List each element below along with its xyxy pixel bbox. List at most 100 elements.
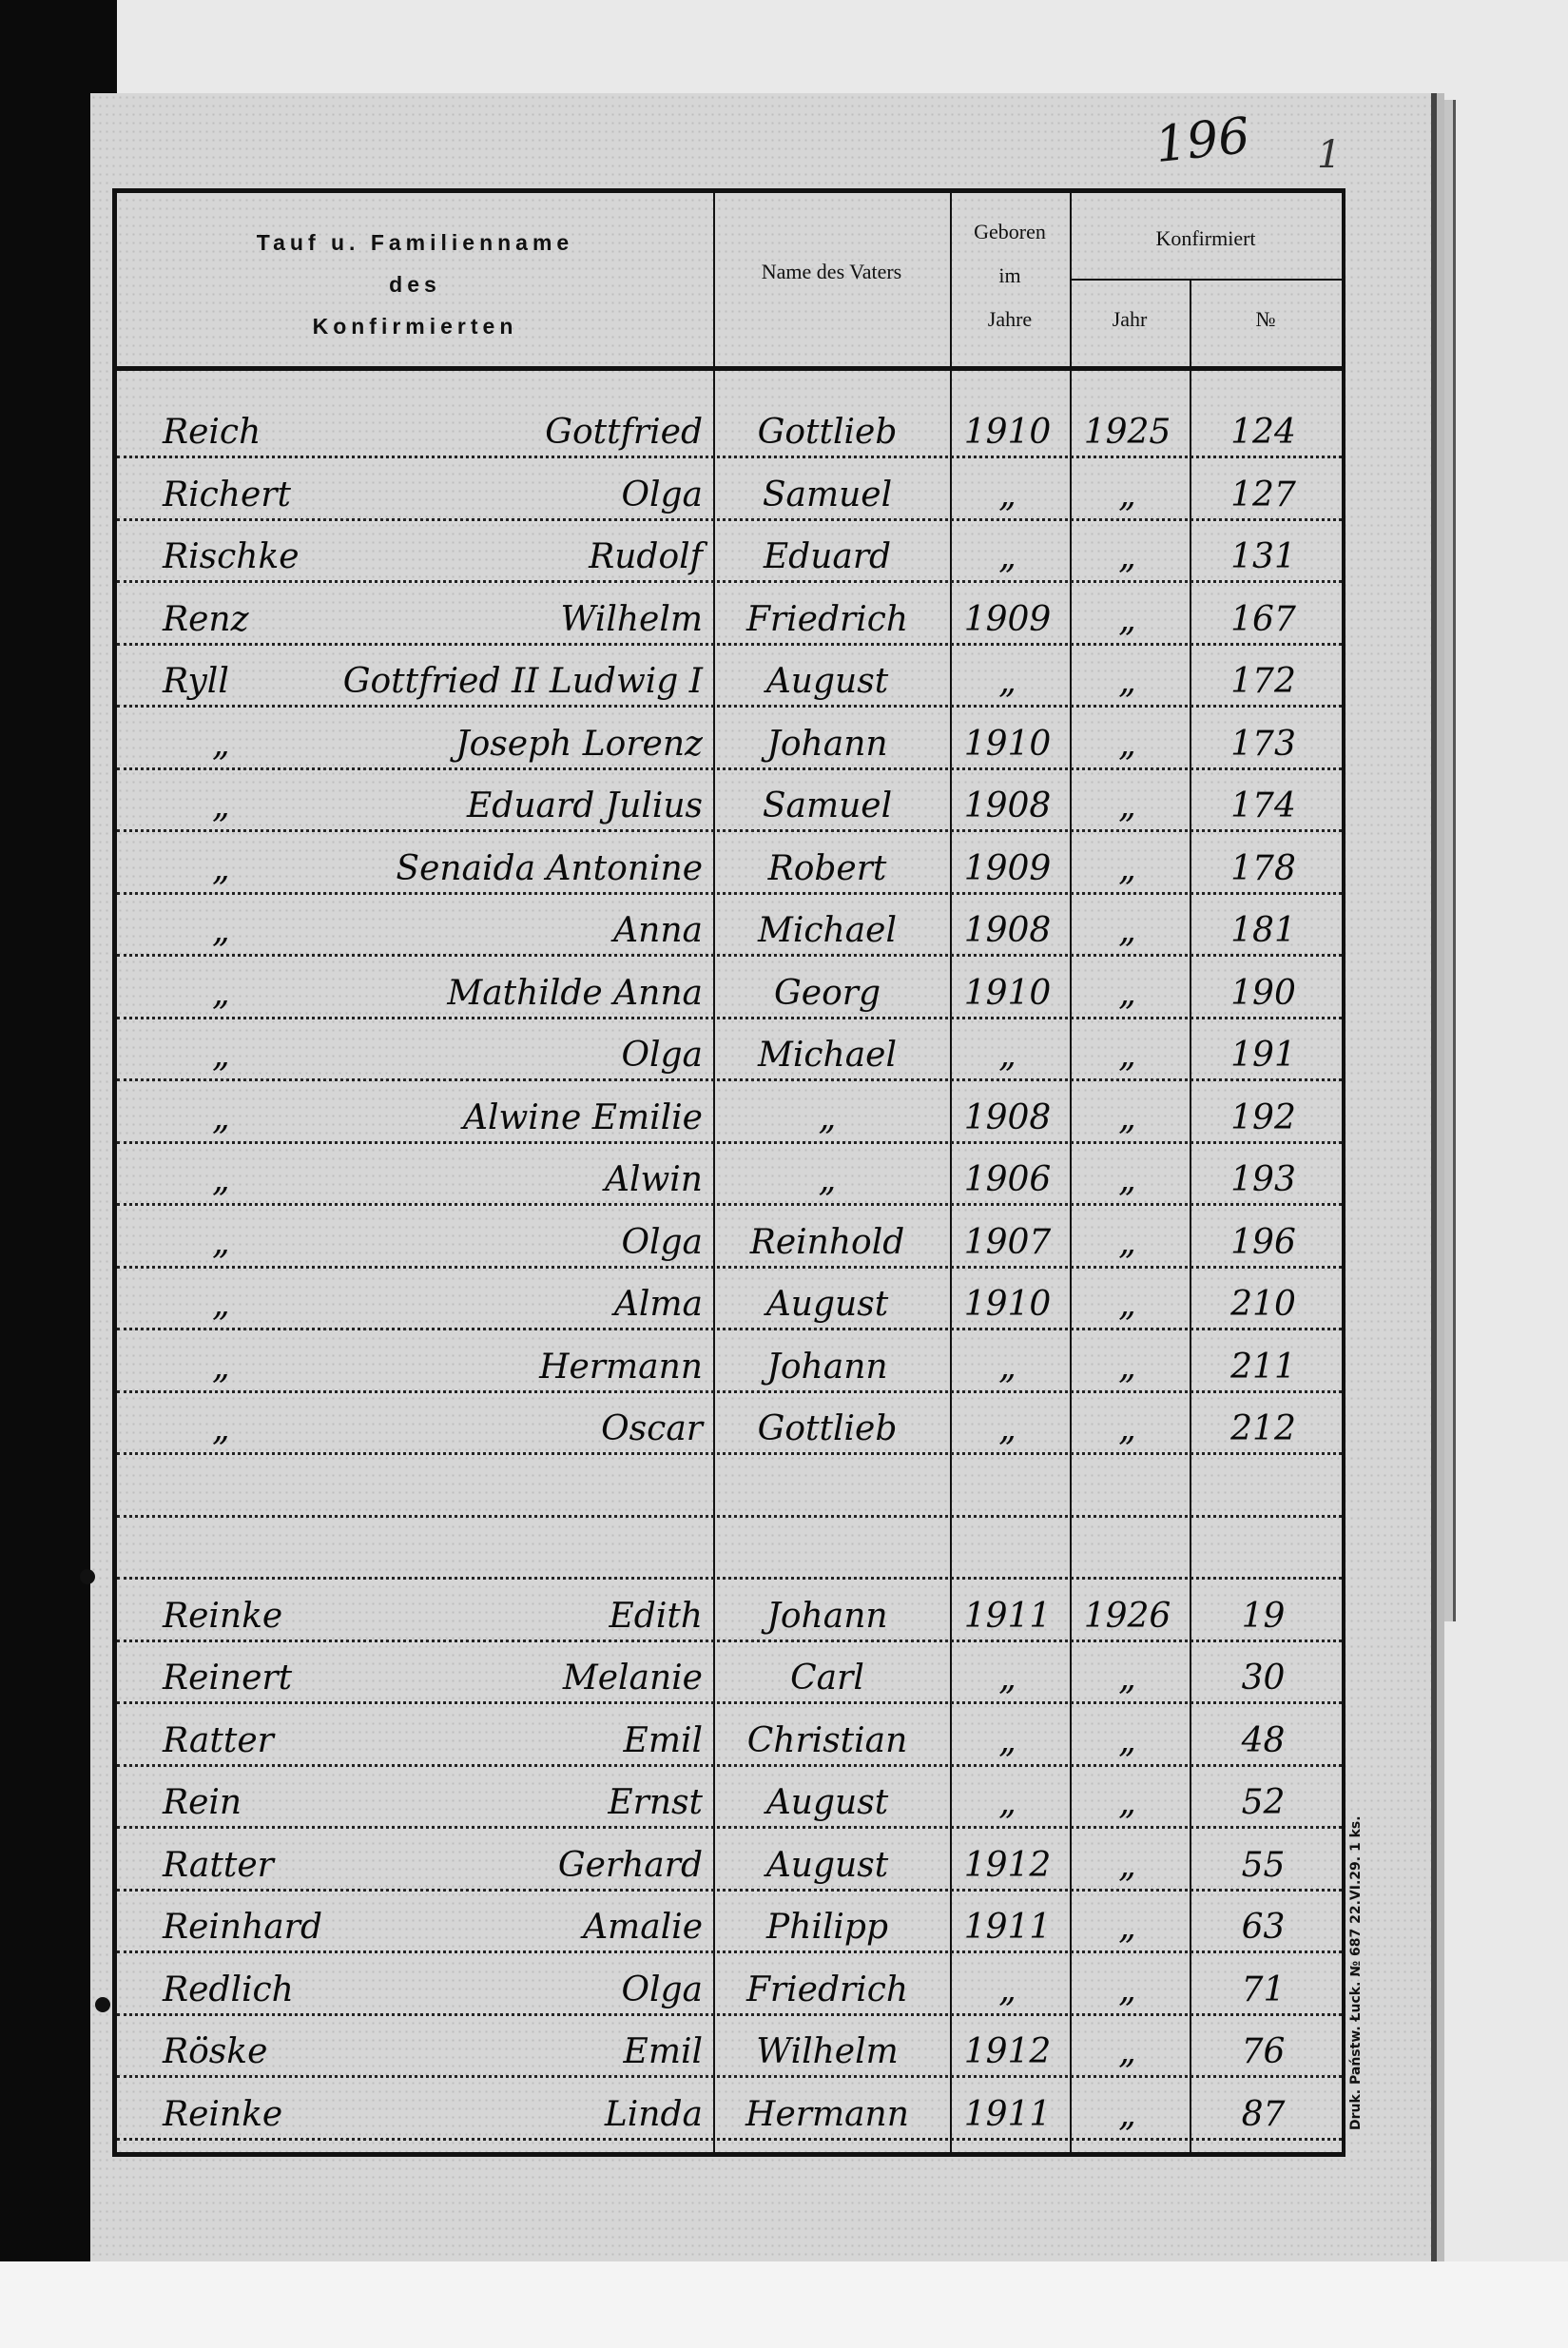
- surname-cell: „: [212, 1409, 230, 1448]
- surname-cell: Reinert: [163, 1659, 293, 1698]
- birth-year-cell: 1910: [963, 973, 1052, 1013]
- father-name-cell: Michael: [757, 911, 897, 950]
- table-row: „ Alwine Emilie „ 1908 „ 192: [117, 1081, 1342, 1144]
- birth-year-cell: 1910: [963, 413, 1052, 452]
- given-name-cell: Hermann: [539, 1347, 703, 1387]
- header-born-line: Geboren: [974, 220, 1046, 243]
- surname-cell: „: [212, 1160, 230, 1199]
- father-name-cell: Hermann: [745, 2094, 909, 2134]
- confirmation-year-cell: „: [1118, 1097, 1136, 1137]
- given-name-cell: Olga: [621, 1970, 703, 2009]
- table-row: „ Mathilde Anna Georg 1910 „ 190: [117, 957, 1342, 1019]
- table-row: Ratter Emil Christian „ „ 48: [117, 1704, 1342, 1767]
- page-number: 196: [1152, 107, 1253, 175]
- birth-year-cell: 1909: [963, 599, 1052, 639]
- father-name-cell: Gottlieb: [757, 413, 898, 452]
- confirmation-register-table: Tauf u. Familienname des Konfirmierten N…: [112, 188, 1345, 2157]
- surname-cell: Redlich: [163, 1970, 294, 2009]
- confirmation-year-cell: „: [1118, 1036, 1136, 1075]
- header-name-line: des: [389, 272, 441, 297]
- father-name-cell: August: [765, 1783, 889, 1822]
- father-name-cell: Christian: [746, 1720, 908, 1760]
- confirmation-year-cell: „: [1118, 1783, 1136, 1822]
- table-row: Ryll Gottfried II Ludwig I August „ „ 172: [117, 645, 1342, 708]
- table-row: Ratter Gerhard August 1912 „ 55: [117, 1829, 1342, 1892]
- father-name-cell: Friedrich: [745, 1970, 909, 2009]
- father-name-cell: Johann: [766, 724, 888, 764]
- surname-cell: Reinke: [163, 2094, 283, 2134]
- table-row: Reinke Linda Hermann 1911 „ 87: [117, 2078, 1342, 2141]
- header-name-of-confirmed: Tauf u. Familienname des Konfirmierten: [117, 222, 713, 347]
- birth-year-cell: 1912: [963, 2032, 1052, 2071]
- surname-cell: Reinke: [163, 1596, 283, 1636]
- surname-cell: „: [212, 1347, 230, 1387]
- birth-year-cell: „: [998, 1720, 1016, 1760]
- confirmation-number-cell: 167: [1230, 599, 1296, 639]
- confirmation-year-cell: „: [1118, 1347, 1136, 1387]
- table-row: „ Joseph Lorenz Johann 1910 „ 173: [117, 708, 1342, 770]
- surname-cell: „: [212, 786, 230, 825]
- confirmation-year-cell: „: [1118, 1409, 1136, 1448]
- birth-year-cell: „: [998, 1347, 1016, 1387]
- column-divider: [1070, 193, 1072, 2152]
- confirmation-year-cell: „: [1118, 911, 1136, 950]
- table-row: „ Senaida Antonine Robert 1909 „ 178: [117, 832, 1342, 895]
- given-name-cell: Edith: [609, 1596, 704, 1636]
- father-name-cell: Georg: [774, 973, 881, 1013]
- father-name-cell: Robert: [767, 848, 887, 888]
- given-name-cell: Alwine Emilie: [462, 1097, 703, 1137]
- table-row: Reinhard Amalie Philipp 1911 „ 63: [117, 1891, 1342, 1953]
- table-row: Röske Emil Wilhelm 1912 „ 76: [117, 2015, 1342, 2078]
- confirmation-number-cell: 124: [1230, 413, 1296, 452]
- surname-cell: Reich: [163, 413, 261, 452]
- given-name-cell: Alma: [613, 1285, 703, 1324]
- birth-year-cell: 1908: [963, 786, 1052, 825]
- surname-cell: Ryll: [163, 662, 229, 701]
- confirmation-number-cell: 131: [1230, 537, 1296, 576]
- confirmation-number-cell: 178: [1230, 848, 1296, 888]
- father-name-cell: Friedrich: [745, 599, 909, 639]
- confirmation-year-cell: „: [1118, 1720, 1136, 1760]
- surname-cell: „: [212, 911, 230, 950]
- father-name-cell: Philipp: [765, 1908, 889, 1947]
- confirmation-year-cell: „: [1118, 1160, 1136, 1199]
- header-father-name: Name des Vaters: [761, 260, 902, 283]
- table-row: [117, 1517, 1342, 1580]
- surname-cell: Reinhard: [163, 1908, 323, 1947]
- father-name-cell: Gottlieb: [757, 1409, 898, 1448]
- column-divider: [713, 193, 715, 2152]
- confirmation-year-cell: „: [1118, 1222, 1136, 1262]
- header-born-year: Geboren im Jahre: [950, 210, 1070, 341]
- surname-cell: Richert: [163, 475, 291, 514]
- birth-year-cell: 1911: [963, 2094, 1052, 2134]
- birth-year-cell: 1910: [963, 724, 1052, 764]
- father-name-cell: Samuel: [762, 475, 893, 514]
- page-mark: 1: [1317, 133, 1342, 177]
- confirmation-number-cell: 210: [1230, 1285, 1296, 1324]
- given-name-cell: Olga: [621, 1222, 703, 1262]
- table-row: „ Olga Michael „ „ 191: [117, 1019, 1342, 1081]
- column-divider: [950, 193, 952, 2152]
- birth-year-cell: 1909: [963, 848, 1052, 888]
- confirmation-number-cell: 52: [1241, 1783, 1286, 1822]
- confirmation-year-cell: „: [1118, 2094, 1136, 2134]
- confirmation-year-cell: „: [1118, 1845, 1136, 1885]
- father-name-cell: Samuel: [762, 786, 893, 825]
- birth-year-cell: 1908: [963, 1097, 1052, 1137]
- surname-cell: „: [212, 1285, 230, 1324]
- table-row: „ Alma August 1910 „ 210: [117, 1268, 1342, 1330]
- birth-year-cell: „: [998, 662, 1016, 701]
- given-name-cell: Olga: [621, 475, 703, 514]
- given-name-cell: Olga: [621, 1036, 703, 1075]
- given-name-cell: Wilhelm: [560, 599, 703, 639]
- confirmation-number-cell: 174: [1230, 786, 1296, 825]
- birth-year-cell: „: [998, 475, 1016, 514]
- father-name-cell: Eduard: [763, 537, 892, 576]
- surname-cell: Rein: [163, 1783, 242, 1822]
- given-name-cell: Alwin: [604, 1160, 703, 1199]
- header-born-line: Jahre: [987, 307, 1033, 331]
- birth-year-cell: 1912: [963, 1845, 1052, 1885]
- given-name-cell: Anna: [613, 911, 703, 950]
- table-row: Reich Gottfried Gottlieb 1910 1925 124: [117, 396, 1342, 458]
- header-born-line: im: [998, 263, 1021, 287]
